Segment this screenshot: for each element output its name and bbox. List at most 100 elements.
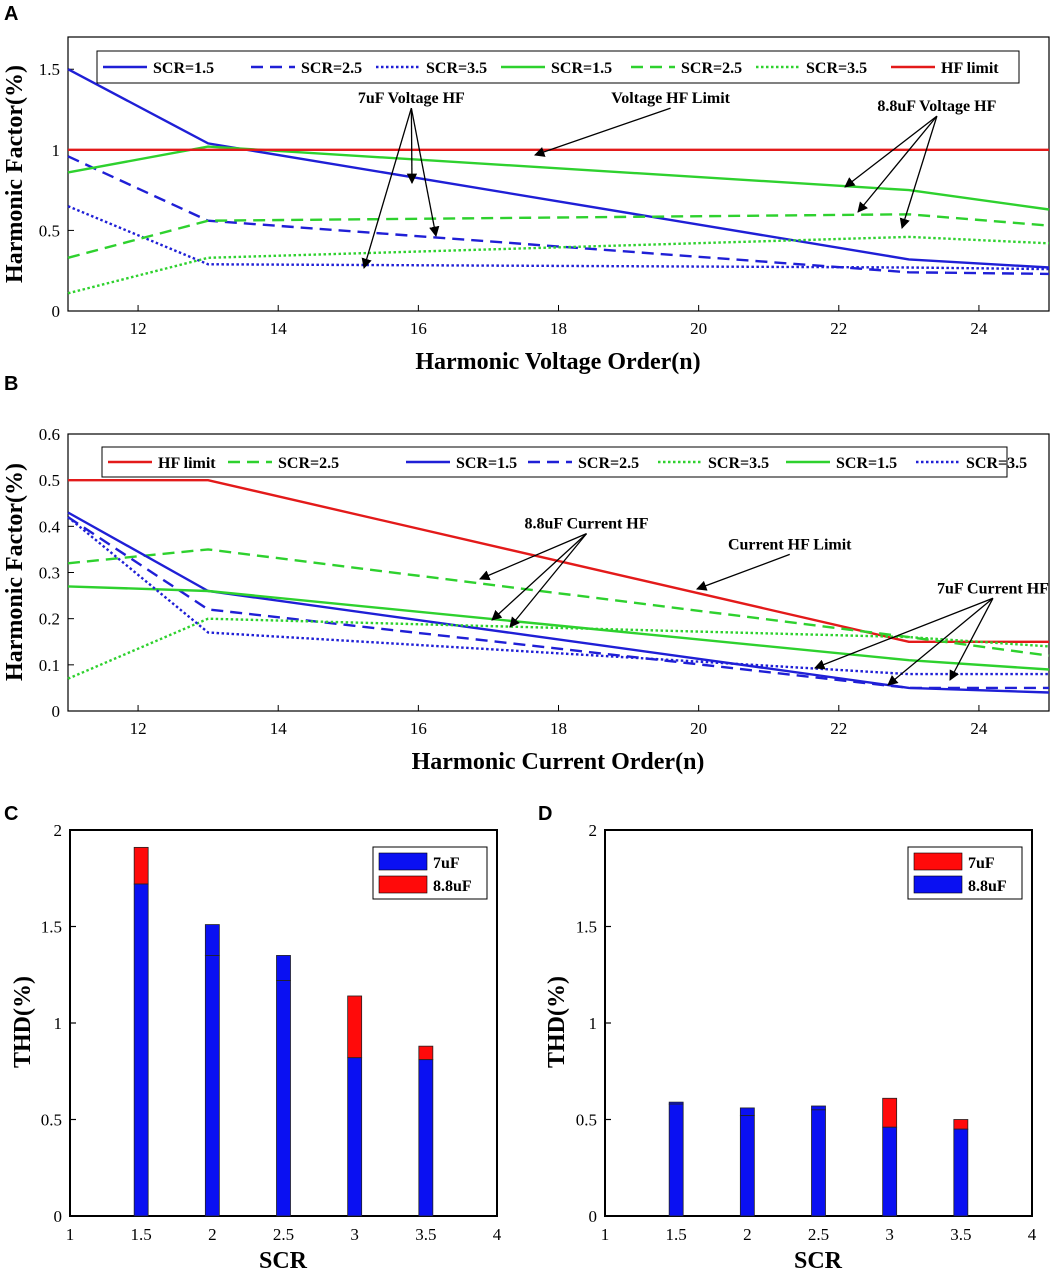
legend-swatch xyxy=(378,852,428,871)
x-tick-label: 1 xyxy=(66,1225,75,1244)
y-tick-label: 0.5 xyxy=(41,1111,62,1130)
y-tick-label: 0.6 xyxy=(39,425,60,444)
bar-segment-lower xyxy=(811,1109,826,1217)
chart-d-ticks: 1 1.5 2 2.5 3 3.5 4 0 0.5 1 1.5 2 xyxy=(576,821,1037,1244)
x-tick-label: 3 xyxy=(350,1225,359,1244)
annotation-label: 8.8uF Voltage HF xyxy=(877,98,996,115)
annotation-arrow xyxy=(814,597,994,670)
annotation-arrow xyxy=(949,597,994,681)
x-tick-label: 22 xyxy=(830,319,847,338)
legend-label: SCR=2.5 xyxy=(681,60,742,77)
chart-b-ylabel: Harmonic Factor(%) xyxy=(2,463,28,681)
bar-segment-lower xyxy=(668,1103,684,1217)
bar-segment-lower xyxy=(739,1115,755,1217)
y-tick-label: 0 xyxy=(54,1207,63,1226)
x-tick-label: 2.5 xyxy=(808,1225,829,1244)
annotation-label: 8.8uF Current HF xyxy=(525,516,649,533)
x-tick-label: 22 xyxy=(830,719,847,738)
legend-label: SCR=2.5 xyxy=(301,60,362,77)
series-line-blue-solid xyxy=(67,68,1050,269)
x-tick-label: 1.5 xyxy=(666,1225,687,1244)
annotation-arrow xyxy=(887,597,994,686)
y-tick-label: 1.5 xyxy=(41,918,62,937)
chart-d-bars xyxy=(668,1097,969,1217)
x-tick-label: 16 xyxy=(410,319,427,338)
panel-letter-c: C xyxy=(4,803,18,825)
series-line-blue-dotted xyxy=(67,205,1050,271)
legend-swatch xyxy=(913,875,963,894)
legend-label: HF limit xyxy=(941,60,999,77)
x-tick-label: 3.5 xyxy=(950,1225,971,1244)
legend-label: 8.8uF xyxy=(433,878,472,895)
annotation-arrow xyxy=(844,115,938,188)
chart-d-thd: 1 1.5 2 2.5 3 3.5 4 0 0.5 1 1.5 2 7uF 8.8uF SCR THD(… xyxy=(544,821,1037,1274)
x-tick-label: 3 xyxy=(885,1225,894,1244)
x-tick-label: 3.5 xyxy=(415,1225,436,1244)
annotation-arrow xyxy=(361,107,412,269)
x-tick-label: 14 xyxy=(270,719,288,738)
annotation-arrow xyxy=(406,108,418,185)
y-tick-label: 0 xyxy=(589,1207,598,1226)
bar-segment-lower xyxy=(133,883,149,1217)
bar-segment-lower xyxy=(418,1059,434,1217)
x-tick-label: 12 xyxy=(130,319,147,338)
series-line-green-dotted xyxy=(67,617,1050,680)
x-tick-label: 16 xyxy=(410,719,427,738)
series-line-green-dashed xyxy=(67,548,1050,657)
bar-segment-upper xyxy=(347,995,363,1059)
bar-segment-upper xyxy=(133,846,149,885)
series-line-green-solid xyxy=(67,145,1050,211)
y-tick-label: 0.5 xyxy=(39,221,60,240)
y-tick-label: 1.5 xyxy=(39,60,60,79)
annotation-arrow xyxy=(410,107,440,238)
bar-segment-upper xyxy=(418,1045,434,1061)
bar-segment-upper xyxy=(204,924,220,956)
x-tick-label: 24 xyxy=(970,719,988,738)
chart-a-ticks: 12 14 16 18 20 22 24 0 0.5 1 1.5 xyxy=(39,60,988,338)
x-tick-label: 1.5 xyxy=(131,1225,152,1244)
annotation-label: Voltage HF Limit xyxy=(611,90,730,107)
bar-segment-lower xyxy=(347,1057,363,1217)
x-tick-label: 14 xyxy=(270,319,288,338)
y-tick-label: 0.3 xyxy=(39,564,60,583)
legend-label: SCR=3.5 xyxy=(426,60,487,77)
annotation-label: Current HF Limit xyxy=(728,536,852,553)
legend-swatch xyxy=(378,875,428,894)
bar-segment-upper xyxy=(739,1107,755,1117)
annotation-arrow xyxy=(899,115,938,229)
y-tick-label: 1 xyxy=(54,1014,63,1033)
chart-c-bars xyxy=(133,846,434,1217)
x-tick-label: 20 xyxy=(690,719,707,738)
legend-label: HF limit xyxy=(158,455,216,472)
x-tick-label: 2.5 xyxy=(273,1225,294,1244)
chart-a-ylabel: Harmonic Factor(%) xyxy=(2,65,28,283)
annotation-arrow xyxy=(509,533,588,628)
chart-a-series xyxy=(67,68,1050,295)
series-line-blue-dashed xyxy=(67,516,1049,690)
x-tick-label: 1 xyxy=(601,1225,610,1244)
y-tick-label: 2 xyxy=(589,821,598,840)
bar-segment-lower xyxy=(953,1128,969,1217)
series-line-green-dotted xyxy=(67,235,1050,295)
chart-b-frame xyxy=(67,433,1050,712)
annotation-arrow xyxy=(491,533,587,621)
chart-c-xlabel: SCR xyxy=(259,1248,308,1274)
x-tick-label: 4 xyxy=(1028,1225,1037,1244)
legend-label: SCR=1.5 xyxy=(153,60,214,77)
annotation-arrow xyxy=(857,115,938,213)
y-tick-label: 0.5 xyxy=(39,471,60,490)
legend-label: 7uF xyxy=(433,855,460,872)
chart-c-thd: 1 1.5 2 2.5 3 3.5 4 0 0.5 1 1.5 2 7uF 8.8uF SCR THD(… xyxy=(10,821,502,1274)
x-tick-label: 4 xyxy=(493,1225,502,1244)
bar-segment-upper xyxy=(276,955,291,981)
legend-swatch xyxy=(913,852,963,871)
bar-segment-lower xyxy=(204,955,220,1217)
legend-label: SCR=1.5 xyxy=(551,60,612,77)
x-tick-label: 18 xyxy=(550,319,567,338)
series-line-blue-dotted xyxy=(67,516,1049,676)
bar-segment-lower xyxy=(276,980,291,1217)
y-tick-label: 0.5 xyxy=(576,1111,597,1130)
y-tick-label: 0.1 xyxy=(39,656,60,675)
bar-segment-upper xyxy=(811,1105,826,1111)
